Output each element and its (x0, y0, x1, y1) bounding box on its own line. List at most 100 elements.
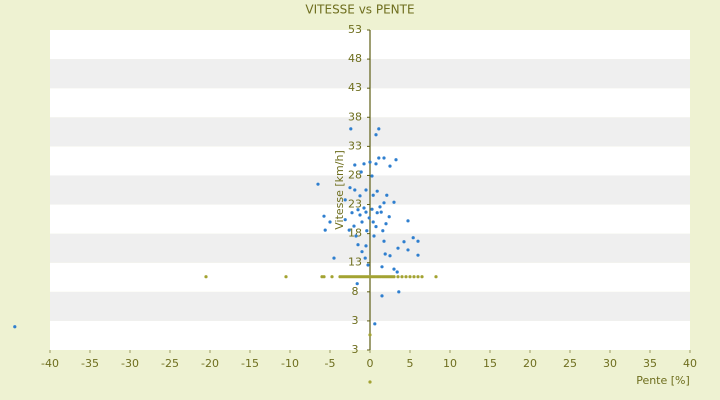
point (365, 229, 369, 233)
point (383, 252, 387, 256)
point (402, 240, 406, 244)
point (400, 275, 404, 279)
point (371, 220, 375, 224)
point (360, 220, 364, 224)
x-tick-label: -35 (81, 357, 99, 370)
y-tick-label: 43 (348, 81, 362, 94)
point (416, 275, 420, 279)
point (349, 127, 353, 131)
point (204, 275, 208, 279)
point (387, 215, 391, 219)
point (367, 216, 371, 220)
point (374, 225, 378, 229)
point (330, 275, 334, 279)
x-tick-label: -15 (241, 357, 259, 370)
point (328, 220, 332, 224)
point (380, 294, 384, 298)
point (384, 222, 388, 226)
point (412, 275, 416, 279)
point (368, 333, 372, 337)
x-tick-label: 5 (407, 357, 414, 370)
point (406, 219, 410, 223)
y-axis-title: Vitesse [km/h] (333, 150, 346, 230)
point (392, 267, 396, 271)
point (347, 228, 351, 232)
point (322, 275, 326, 279)
point (359, 170, 363, 174)
x-tick-label: 15 (483, 357, 497, 370)
y-tick-label: 3 (352, 314, 359, 327)
x-tick-label: 0 (367, 357, 374, 370)
point (364, 210, 368, 214)
point (373, 322, 377, 326)
point (396, 246, 400, 250)
point (388, 254, 392, 258)
point (355, 282, 359, 286)
point (385, 193, 389, 197)
x-tick-label: -30 (121, 357, 139, 370)
point (362, 162, 366, 166)
x-tick-label: 10 (443, 357, 457, 370)
point (411, 236, 415, 240)
plot-area (50, 30, 690, 350)
point (370, 207, 374, 211)
point (354, 234, 358, 238)
point (379, 210, 383, 214)
point (392, 275, 396, 279)
point (374, 162, 378, 166)
point (316, 182, 320, 186)
point (388, 164, 392, 168)
point (356, 243, 360, 247)
x-tick-label: -40 (41, 357, 59, 370)
point (394, 158, 398, 162)
point (362, 206, 366, 210)
x-tick-label: 40 (683, 357, 697, 370)
x-axis-title: Pente [%] (636, 374, 690, 387)
point (350, 211, 354, 215)
x-tick-label: -10 (281, 357, 299, 370)
y-tick-label: 8 (352, 285, 359, 298)
point (343, 198, 347, 202)
point (397, 290, 401, 294)
y-tick-label: 53 (348, 23, 362, 36)
point (368, 160, 372, 164)
y-tick-label: 28 (348, 168, 362, 181)
x-tick-label: -5 (325, 357, 336, 370)
x-tick-label: -25 (161, 357, 179, 370)
chart-title: VITESSE vs PENTE (305, 3, 414, 17)
point (382, 201, 386, 205)
point (370, 174, 374, 178)
point (366, 263, 370, 267)
point (358, 213, 362, 217)
point (353, 188, 357, 192)
point (322, 214, 326, 218)
x-tick-label: 20 (523, 357, 537, 370)
point (372, 234, 376, 238)
point (392, 200, 396, 204)
x-tick-label: 35 (643, 357, 657, 370)
y-tick-label: 48 (348, 52, 362, 65)
point (13, 325, 17, 329)
point (396, 275, 400, 279)
point (434, 275, 438, 279)
point (377, 156, 381, 160)
point (374, 133, 378, 137)
point (382, 156, 386, 160)
point (416, 253, 420, 257)
y-tick-label: 33 (348, 139, 362, 152)
y-tick-label: 18 (348, 227, 362, 240)
x-tick-label: 25 (563, 357, 577, 370)
point (352, 224, 356, 228)
point (377, 127, 381, 131)
point (360, 250, 364, 254)
point (395, 270, 399, 274)
point (375, 211, 379, 215)
point (353, 163, 357, 167)
point (380, 265, 384, 269)
point (371, 193, 375, 197)
point (348, 186, 352, 190)
point (343, 218, 347, 222)
point (382, 239, 386, 243)
point (368, 380, 372, 384)
